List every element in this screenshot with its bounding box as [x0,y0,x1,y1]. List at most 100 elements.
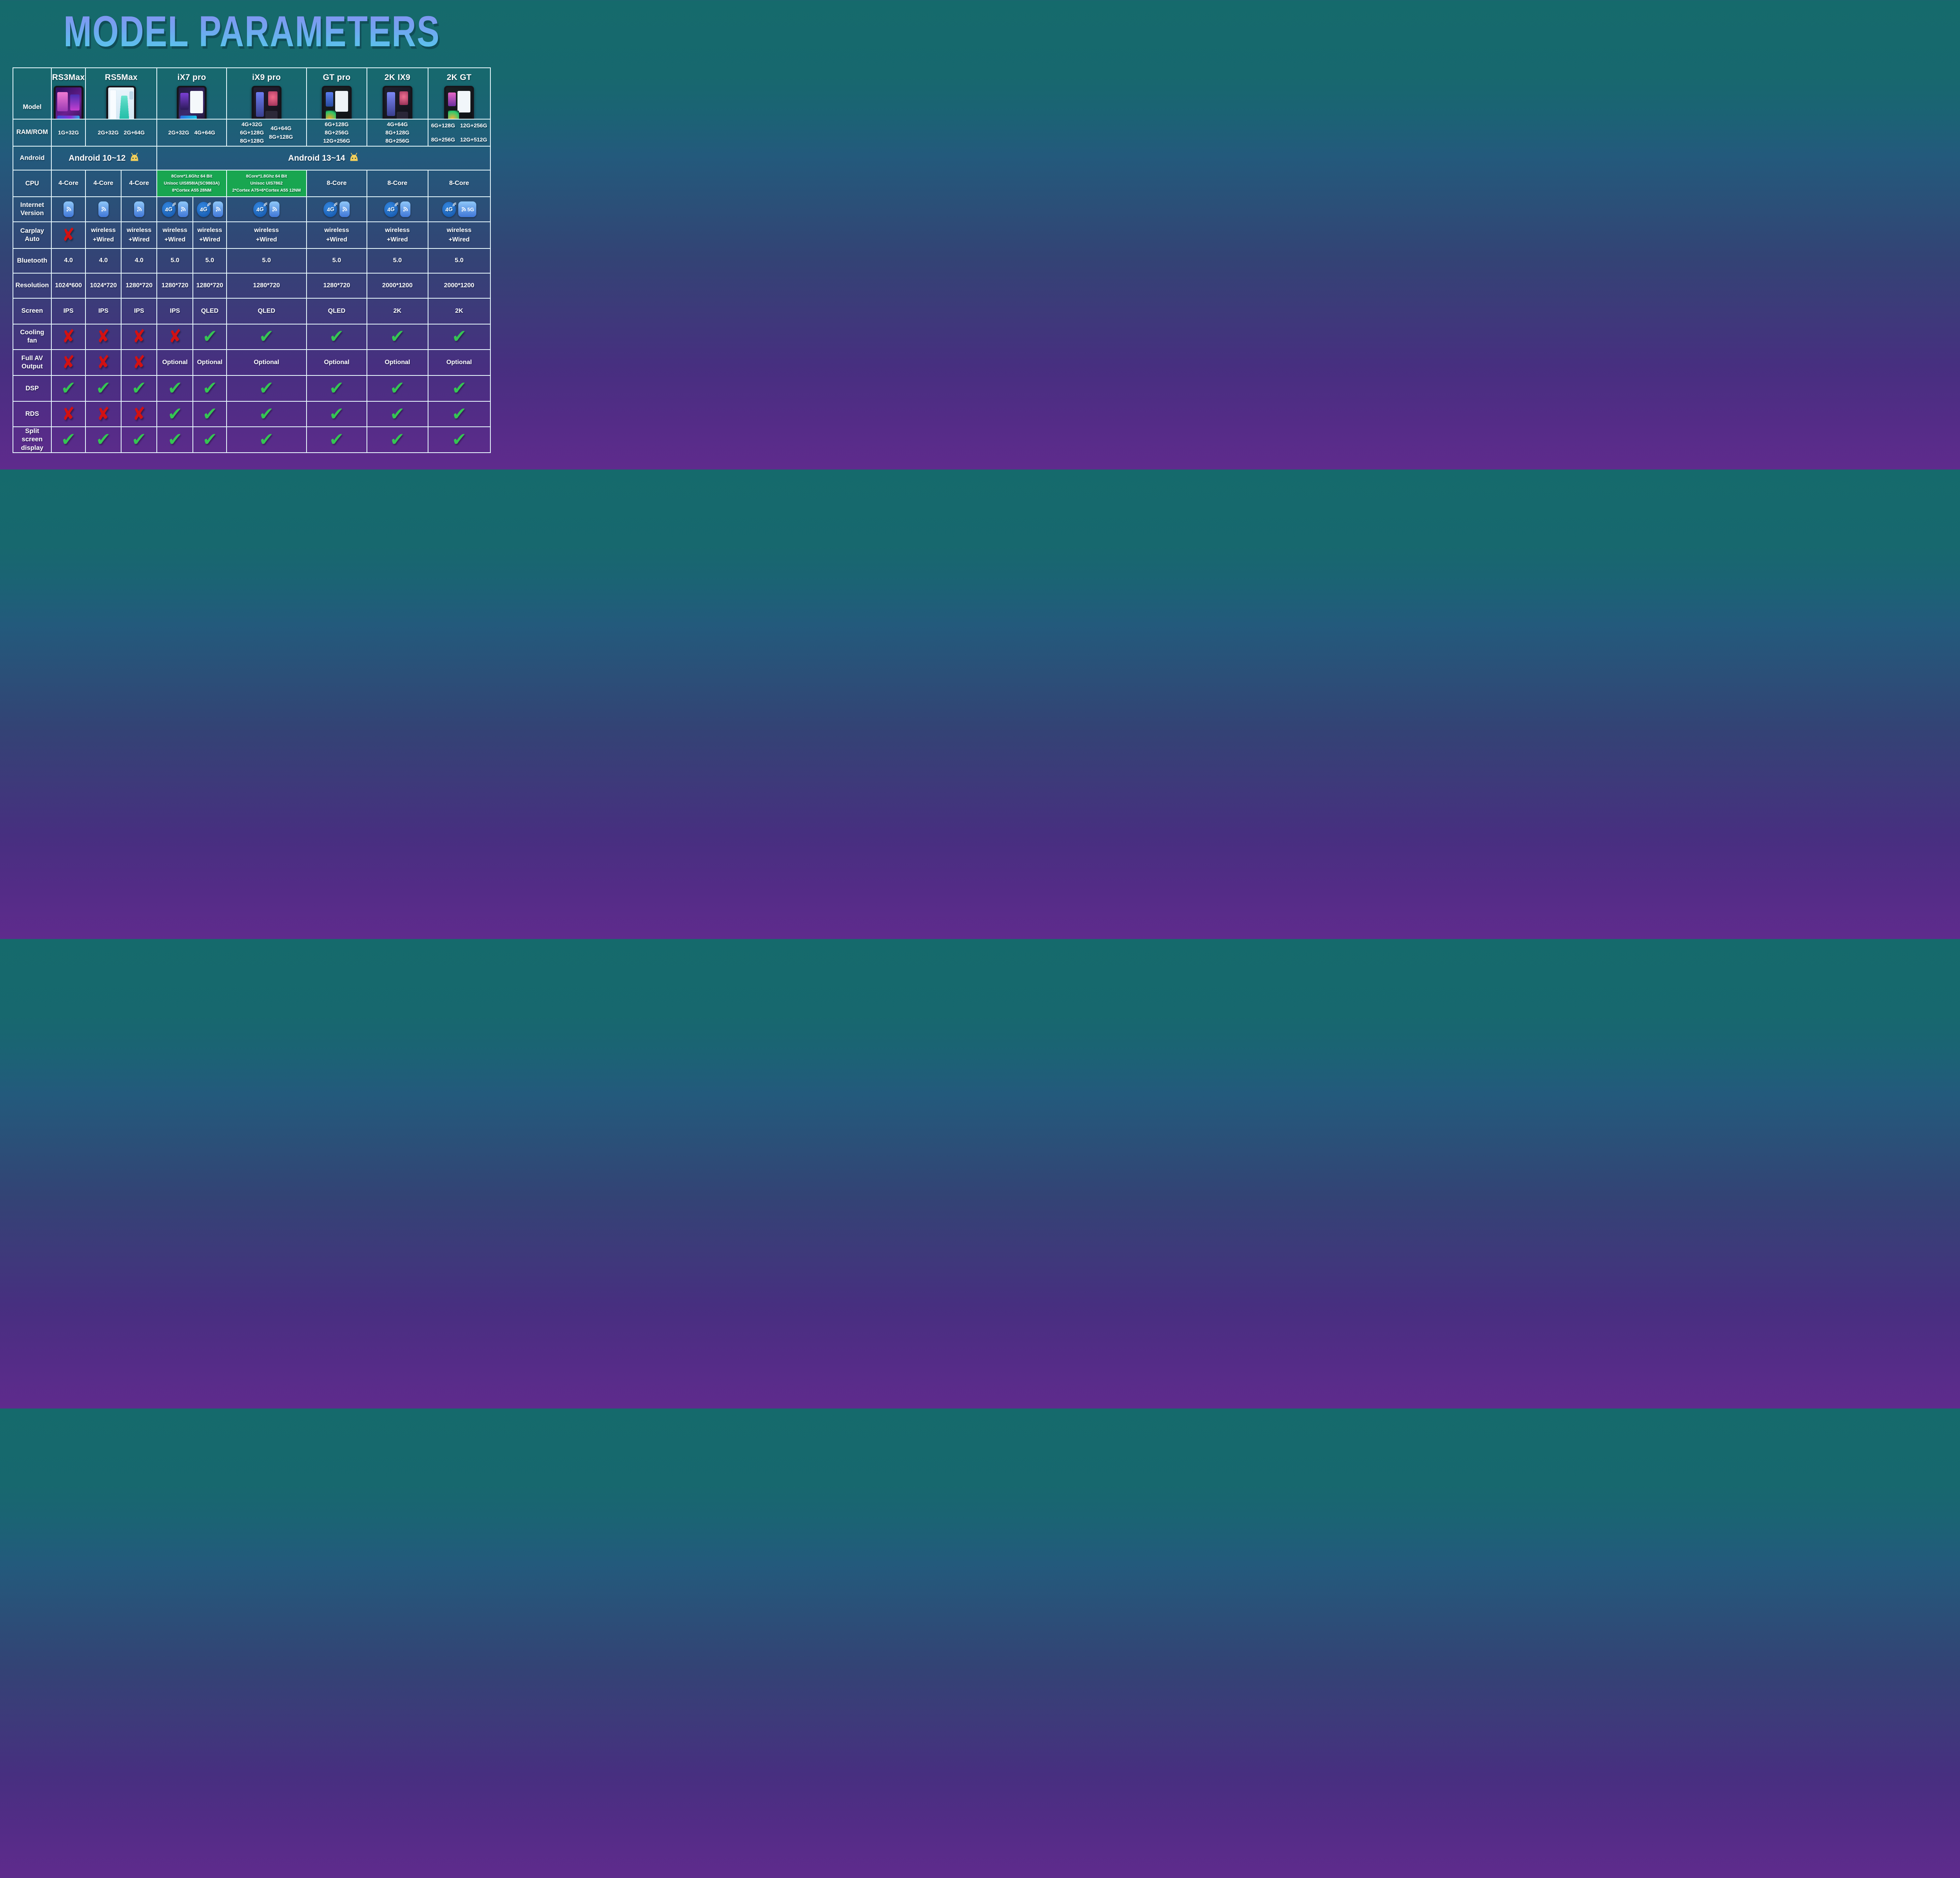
connectivity-icons: 4G [162,201,188,218]
page-header: MODEL PARAMETERS [0,7,504,56]
signal-arcs-icon [334,202,338,207]
av-cell-7: Optional [367,349,428,376]
rds-cell-6: ✔ [306,401,367,427]
wifi-icon [181,207,186,212]
rds-cell-4: ✔ [193,401,227,427]
cell-value: Optional [162,359,188,366]
device-screen [108,87,134,119]
signal-arcs-icon [172,202,176,207]
cell-value: 8Core*1.8Ghz 64 Bit [246,174,287,179]
5g-badge-label: 5G [467,206,474,212]
ram-option-group: 2G+32G 4G+64G [168,129,215,136]
split-cell-4: ✔ [193,427,227,453]
ram-option-value: 6G+128G [325,121,349,127]
connectivity-icons [98,201,109,218]
device-thumbnail-k2gt [444,86,474,119]
row-label-cpu: CPU [13,170,52,197]
row-label-split: Split screen display [13,427,52,453]
4g-badge-icon: 4G [384,201,399,217]
check-icon: ✔ [167,377,183,399]
ram-option-group: 6G+128G 8G+256G 12G+256G [323,120,350,145]
bluetooth-cell-8: 5.0 [428,248,490,273]
connectivity-icons: 4G [253,201,280,218]
device-thumbnail-gt [321,86,352,119]
check-icon: ✔ [202,326,218,347]
ram-option-value: 2G+32G [168,129,189,136]
wifi-icon [66,207,71,212]
cooling-cell-7: ✔ [367,324,428,350]
wifi-icon [461,207,466,212]
screen-accent [387,92,395,116]
resolution-cell-5: 1280*720 [226,273,307,298]
model-cell-1: RS5Max [85,68,157,119]
screen-cell-3: IPS [157,298,193,324]
check-icon: ✔ [390,326,405,347]
4g-badge-icon: 4G [323,201,338,217]
model-cell-4: GT pro [306,68,367,119]
cross-icon: ✘ [132,403,146,425]
model-name: 2K GT [446,73,472,82]
cell-value: +Wired [199,236,220,243]
screen-accent [180,116,197,119]
wifi-5g-badge-icon: 5G [458,201,476,218]
cell-value: wireless [324,227,349,234]
check-icon: ✔ [451,429,467,450]
rds-cell-3: ✔ [157,401,193,427]
ram-cell-2: 2G+32G 4G+64G [157,119,227,146]
cpu-cell-1: 4-Core [85,170,122,197]
device-screen [384,87,410,119]
check-icon: ✔ [390,377,405,399]
ram-option-column: 2G+64G [124,129,145,136]
rds-cell-7: ✔ [367,401,428,427]
cell-value: 4-Core [129,180,149,187]
cell-value: 1280*720 [323,282,350,289]
model-cell-2: iX7 pro [157,68,227,119]
cell-value: 2000*1200 [382,282,413,289]
model-parameters-table: Model RS3Max RS5Max iX7 pro iX9 pro GT pr… [13,67,491,453]
row-label-ram: RAM/ROM [13,119,52,146]
check-icon: ✔ [259,377,274,399]
internet-cell-5: 4G [226,197,307,222]
check-icon: ✔ [451,377,467,399]
dsp-cell-6: ✔ [306,375,367,402]
check-icon: ✔ [451,326,467,347]
cpu-cell-3: 8Core*1.6Ghz 64 Bit Unisoc UIS858IA(SC986… [157,170,227,197]
device-thumbnail-k2ix9 [382,86,412,119]
ram-option-group: 4G+64G 8G+128G 8G+256G [385,120,409,145]
bluetooth-cell-3: 5.0 [157,248,193,273]
cell-value: +Wired [387,236,408,243]
ram-cell-0: 1G+32G [51,119,86,146]
ram-option-value: 12G+256G [323,138,350,144]
model-cell-0: RS3Max [51,68,86,119]
cell-value: QLED [258,307,276,314]
cooling-cell-1: ✘ [85,324,122,350]
screen-cell-2: IPS [121,298,157,324]
screen-accent [448,92,456,106]
carplay-cell-5: wireless +Wired [226,222,307,249]
screen-cell-8: 2K [428,298,490,324]
cell-value: 1024*720 [90,282,117,289]
carplay-cell-7: wireless +Wired [367,222,428,249]
ram-option-column: 4G+32G 6G+128G 8G+128G [240,120,264,145]
ram-cell-5: 4G+64G 8G+128G 8G+256G [367,119,428,146]
signal-arcs-icon [452,202,456,207]
device-thumbnail-rs5 [106,86,136,119]
device-thumbnail-rs3 [53,86,83,119]
resolution-cell-8: 2000*1200 [428,273,490,298]
screen-accent [70,94,80,111]
cell-value: 1024*600 [55,282,82,289]
check-icon: ✔ [202,377,218,399]
wifi-icon [403,207,408,212]
screen-accent [118,96,130,119]
row-label-model: Model [13,68,52,119]
bluetooth-cell-0: 4.0 [51,248,86,273]
split-cell-0: ✔ [51,427,86,453]
screen-cell-5: QLED [226,298,307,324]
cross-icon: ✘ [96,352,111,373]
rds-cell-2: ✘ [121,401,157,427]
cell-value: 4.0 [134,257,143,264]
cross-icon: ✘ [132,352,146,373]
connectivity-icons: 4G [384,201,411,218]
connectivity-icons: 4G 5G [442,201,476,218]
4g-badge-icon: 4G [442,201,456,217]
